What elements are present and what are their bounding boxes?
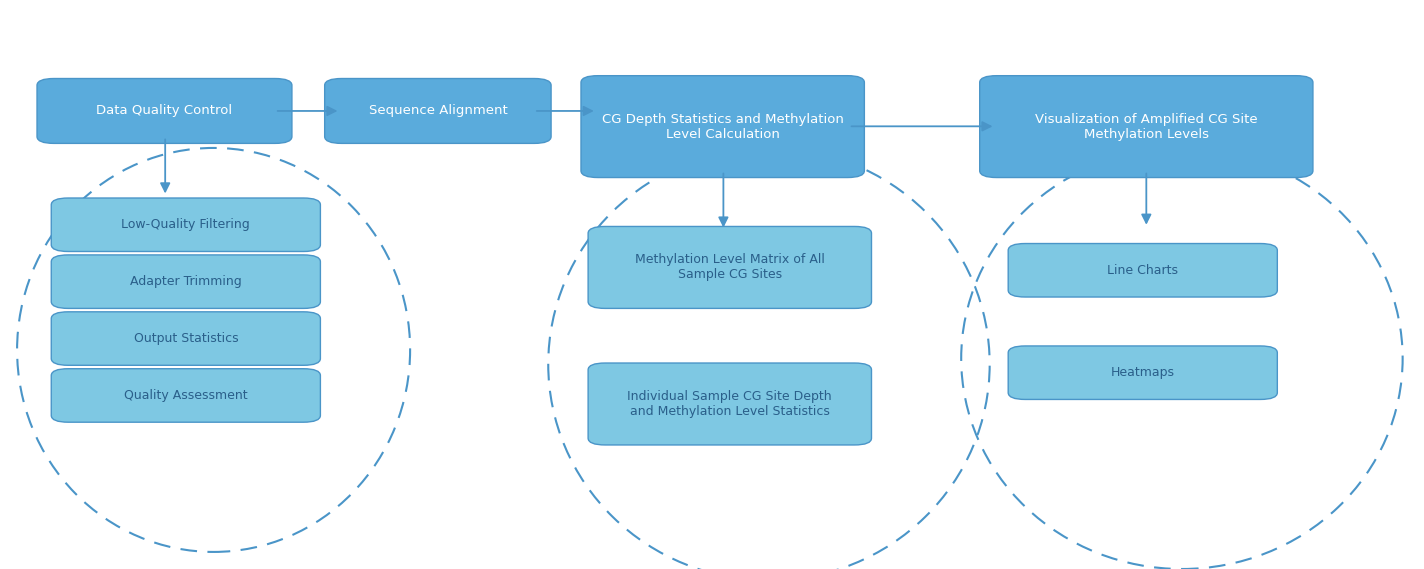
Text: Output Statistics: Output Statistics (134, 332, 238, 345)
FancyBboxPatch shape (588, 363, 871, 445)
FancyBboxPatch shape (588, 226, 871, 308)
FancyBboxPatch shape (51, 255, 320, 308)
FancyBboxPatch shape (1008, 244, 1277, 297)
FancyBboxPatch shape (581, 76, 864, 178)
Text: Quality Assessment: Quality Assessment (124, 389, 248, 402)
Text: Low-Quality Filtering: Low-Quality Filtering (121, 218, 251, 231)
FancyBboxPatch shape (37, 79, 292, 143)
Text: CG Depth Statistics and Methylation
Level Calculation: CG Depth Statistics and Methylation Leve… (602, 113, 843, 141)
FancyBboxPatch shape (51, 198, 320, 251)
Text: Methylation Level Matrix of All
Sample CG Sites: Methylation Level Matrix of All Sample C… (635, 253, 824, 282)
FancyBboxPatch shape (325, 79, 551, 143)
Text: Adapter Trimming: Adapter Trimming (130, 275, 242, 288)
Text: Heatmaps: Heatmaps (1111, 366, 1175, 379)
FancyBboxPatch shape (51, 312, 320, 365)
Text: Individual Sample CG Site Depth
and Methylation Level Statistics: Individual Sample CG Site Depth and Meth… (628, 390, 832, 418)
FancyBboxPatch shape (980, 76, 1313, 178)
Text: Sequence Alignment: Sequence Alignment (369, 105, 507, 117)
Text: Line Charts: Line Charts (1108, 264, 1178, 277)
FancyBboxPatch shape (1008, 346, 1277, 399)
Text: Data Quality Control: Data Quality Control (97, 105, 232, 117)
FancyBboxPatch shape (51, 369, 320, 422)
Text: Visualization of Amplified CG Site
Methylation Levels: Visualization of Amplified CG Site Methy… (1035, 113, 1257, 141)
